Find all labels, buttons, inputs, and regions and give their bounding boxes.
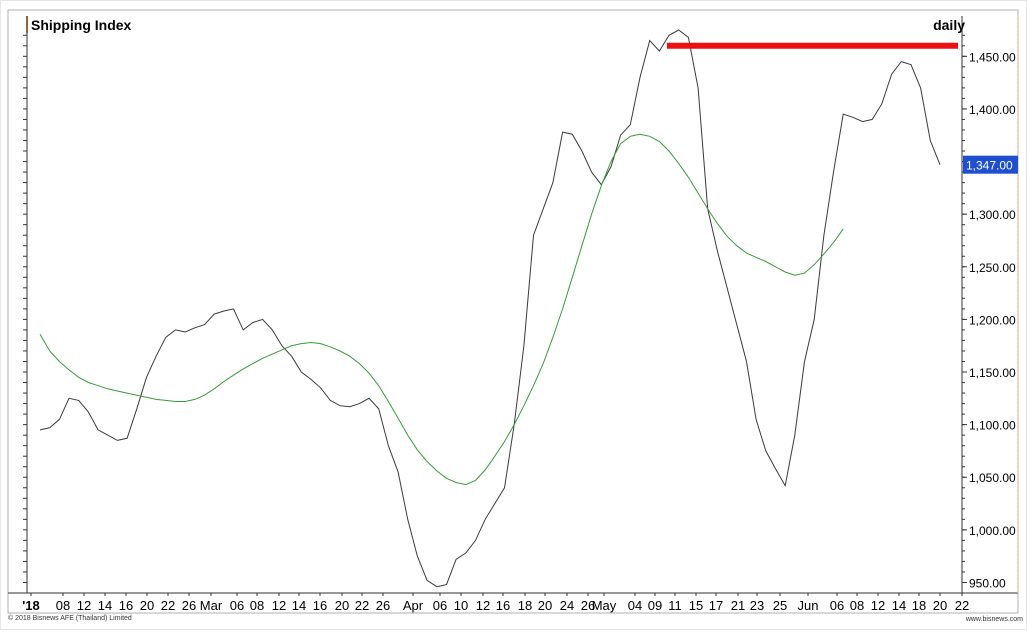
y-tick-label: 1,100.00 (969, 419, 1016, 433)
interval-label: daily (933, 17, 965, 33)
x-tick-label: 14 (98, 598, 112, 613)
x-tick-label: 21 (731, 598, 745, 613)
x-tick-label: 26 (376, 598, 390, 613)
y-tick-label: 1,400.00 (969, 103, 1016, 117)
last-value-badge (963, 155, 1018, 174)
x-tick-label: 18 (912, 598, 926, 613)
x-tick-label: 12 (871, 598, 885, 613)
x-tick-label: 08 (56, 598, 70, 613)
x-tick-label: 12 (272, 598, 286, 613)
x-tick-label: 18 (518, 598, 532, 613)
y-tick-label: 1,000.00 (969, 524, 1016, 538)
site-text: www.bisnews.com (965, 616, 1023, 623)
x-tick-label: 12 (77, 598, 91, 613)
price-line (39, 29, 941, 588)
x-tick-label: 08 (250, 598, 264, 613)
y-tick-label: 1,300.00 (969, 208, 1016, 222)
x-tick-label: 16 (496, 598, 510, 613)
x-tick-label: 12 (476, 598, 490, 613)
x-tick-label: 22 (161, 598, 175, 613)
x-tick-label: 16 (119, 598, 133, 613)
x-tick-label: 04 (628, 598, 642, 613)
x-month-label: Jun (798, 598, 819, 613)
x-tick-label: 17 (709, 598, 723, 613)
x-tick-label: 06 (830, 598, 844, 613)
x-tick-label: 16 (313, 598, 327, 613)
x-tick-label: 14 (292, 598, 306, 613)
x-tick-label: 26 (581, 598, 595, 613)
x-month-label: '18 (22, 598, 40, 613)
x-tick-label: 08 (850, 598, 864, 613)
x-tick-label: 20 (140, 598, 154, 613)
x-tick-label: 23 (750, 598, 764, 613)
x-tick-label: 25 (773, 598, 787, 613)
x-tick-label: 20 (933, 598, 947, 613)
x-tick-label: 22 (355, 598, 369, 613)
x-tick-label: 14 (892, 598, 906, 613)
y-tick-label: 1,250.00 (969, 261, 1016, 275)
moving-average-line (39, 133, 844, 486)
y-tick-label: 1,200.00 (969, 313, 1016, 327)
x-tick-label: 22 (955, 598, 969, 613)
x-month-label: Mar (200, 598, 223, 613)
x-tick-label: 20 (538, 598, 552, 613)
y-tick-label: 950.00 (969, 576, 1006, 590)
x-month-label: May (592, 598, 617, 613)
chart-title: Shipping Index (31, 17, 132, 33)
x-tick-label: 06 (230, 598, 244, 613)
last-value-label: 1,347.00 (966, 159, 1013, 173)
y-tick-label: 1,450.00 (969, 50, 1016, 64)
x-tick-label: 20 (335, 598, 349, 613)
copyright-text: © 2018 Bisnews AFE (Thailand) Limited (8, 615, 132, 622)
x-tick-label: 06 (433, 598, 447, 613)
x-tick-label: 15 (689, 598, 703, 613)
x-tick-label: 11 (668, 598, 682, 613)
x-tick-label: 26 (182, 598, 196, 613)
x-tick-label: 10 (454, 598, 468, 613)
x-month-label: Apr (403, 598, 424, 613)
x-tick-label: 24 (560, 598, 574, 613)
x-tick-label: 09 (648, 598, 662, 613)
y-tick-label: 1,050.00 (969, 471, 1016, 485)
y-tick-label: 1,150.00 (969, 366, 1016, 380)
